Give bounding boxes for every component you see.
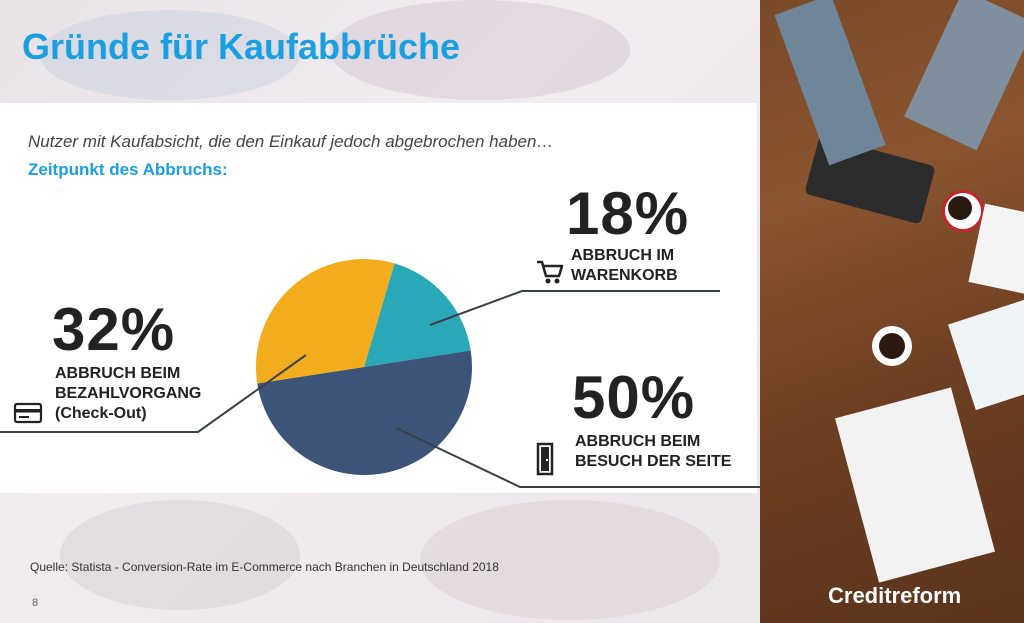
source-note: Quelle: Statista - Conversion-Rate im E-… bbox=[30, 560, 499, 574]
data-label-warenkorb: ABBRUCH IM WARENKORB bbox=[571, 246, 678, 286]
data-label-line: ABBRUCH BEIM bbox=[575, 433, 701, 450]
background-shape bbox=[420, 500, 720, 620]
door-icon bbox=[536, 442, 554, 476]
subtitle: Nutzer mit Kaufabsicht, die den Einkauf … bbox=[28, 132, 554, 151]
leader-line-bezahlvorgang bbox=[0, 354, 307, 433]
credit-card-icon bbox=[13, 402, 43, 424]
creditreform-logo: Creditreform bbox=[828, 583, 962, 608]
pie-slice-bezahlvorgang bbox=[255, 258, 395, 384]
background-shape bbox=[60, 500, 300, 610]
background-shape bbox=[40, 10, 300, 100]
data-label-warenkorb-pct: 18% bbox=[566, 180, 690, 247]
data-label-line: ABBRUCH BEIM bbox=[55, 365, 181, 382]
data-label-line: (Check-Out) bbox=[55, 405, 147, 422]
data-label-besuch: ABBRUCH BEIM BESUCH DER SEITE bbox=[575, 432, 731, 472]
desk-photo bbox=[760, 0, 1024, 623]
shopping-cart-icon bbox=[537, 260, 564, 284]
leader-line-besuch bbox=[395, 427, 760, 488]
data-label-bezahlvorgang-pct: 32% bbox=[52, 296, 176, 363]
data-label-line: ABBRUCH IM bbox=[571, 247, 675, 264]
data-label-line: BESUCH DER SEITE bbox=[575, 453, 732, 470]
background-shape bbox=[330, 0, 630, 100]
leader-line-warenkorb bbox=[429, 290, 720, 326]
chart-subheading: Zeitpunkt des Abbruchs: bbox=[28, 160, 228, 179]
pie-slice-besuch bbox=[257, 350, 473, 476]
pie-slice-warenkorb bbox=[364, 263, 471, 367]
data-label-bezahlvorgang: ABBRUCH BEIM BEZAHLVORGANG (Check-Out) bbox=[55, 364, 201, 424]
data-label-line: WARENKORB bbox=[571, 267, 678, 284]
page-number: 8 bbox=[32, 597, 39, 609]
page-title: Gründe für Kaufabbrüche bbox=[22, 26, 461, 67]
data-label-line: BEZAHLVORGANG bbox=[55, 385, 202, 402]
data-label-besuch-pct: 50% bbox=[572, 364, 696, 431]
